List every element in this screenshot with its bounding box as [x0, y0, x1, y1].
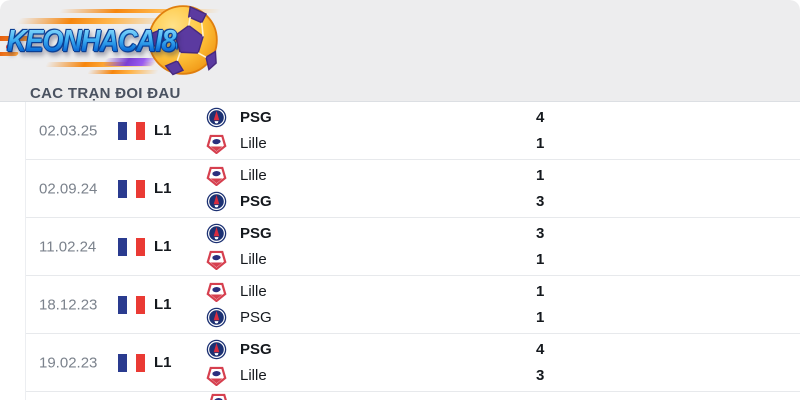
team-score: 4	[536, 108, 545, 126]
league-badge: L1	[118, 353, 172, 372]
team-name: PSG	[240, 108, 272, 126]
team-score: 1	[536, 135, 545, 153]
red-dot-icon	[6, 44, 12, 50]
psg-crest-icon	[206, 191, 227, 212]
match-date: 02.09.24	[39, 180, 98, 197]
lille-crest-icon	[206, 250, 227, 271]
league-badge: L1	[118, 121, 172, 140]
team-score: 1	[536, 251, 545, 269]
france-flag-icon	[118, 295, 145, 314]
teams-block: PSG 4 Lille 1	[206, 103, 746, 158]
teams-block: Lille 1 PSG 3	[206, 161, 746, 216]
team-line[interactable]: Lille 3	[206, 364, 746, 388]
table-row[interactable]: 11.02.24 L1 PSG 3 Lille 1	[26, 218, 800, 276]
lille-crest-icon	[206, 134, 227, 155]
teams-block: PSG 4 Lille 3	[206, 335, 746, 390]
team-line[interactable]: Lille 1	[206, 132, 746, 156]
table-row[interactable]: 02.03.25 L1 PSG 4 Lille 1	[26, 102, 800, 160]
team-name: Lille	[240, 282, 267, 300]
section-title: CAC TRẠN ĐOI ĐAU	[30, 85, 181, 103]
lille-crest-icon	[206, 366, 227, 387]
team-score: 4	[536, 340, 545, 358]
team-score: 1	[536, 309, 545, 327]
teams-block: Lille 1 PSG 1	[206, 277, 746, 332]
brand-name: KEONHACAI88	[7, 24, 191, 58]
team-name: PSG	[240, 309, 272, 327]
league-label: L1	[154, 296, 172, 313]
brand-logo[interactable]: KEONHACAI88	[0, 0, 260, 101]
teams-block: PSG 3 Lille 1	[206, 219, 746, 274]
lille-crest-icon	[206, 166, 227, 186]
table-row[interactable]: 18.12.23 L1 Lille 1 PSG 1	[26, 276, 800, 334]
lille-crest-icon	[210, 393, 227, 400]
team-line[interactable]: PSG 1	[206, 306, 746, 330]
psg-crest-icon	[206, 339, 227, 360]
table-row[interactable]: 19.02.23 L1 PSG 4 Lille 3	[26, 334, 800, 392]
team-score: 1	[536, 166, 545, 184]
team-name: PSG	[240, 193, 272, 211]
lille-crest-icon	[208, 392, 229, 400]
league-label: L1	[154, 180, 172, 197]
team-score: 3	[536, 193, 545, 211]
team-line[interactable]: PSG 4	[206, 105, 746, 129]
lille-crest-icon	[206, 282, 227, 302]
team-line[interactable]: PSG 4	[206, 337, 746, 361]
league-label: L1	[154, 354, 172, 371]
table-row-partial	[26, 392, 800, 400]
france-flag-icon	[118, 179, 145, 198]
table-row[interactable]: 02.09.24 L1 Lille 1 PSG 3	[26, 160, 800, 218]
match-date: 18.12.23	[39, 296, 98, 313]
h2h-table: 02.03.25 L1 PSG 4 Lille 1 02.09.24 L1 Lille 1 …	[25, 102, 800, 400]
france-flag-icon	[118, 353, 145, 372]
team-name: Lille	[240, 251, 267, 269]
team-line[interactable]: Lille 1	[206, 248, 746, 272]
france-flag-icon	[118, 237, 145, 256]
league-badge: L1	[118, 237, 172, 256]
league-label: L1	[154, 122, 172, 139]
psg-crest-icon	[206, 307, 227, 328]
match-date: 19.02.23	[39, 354, 98, 371]
soccer-ball-icon	[148, 5, 218, 76]
team-line[interactable]: PSG 3	[206, 190, 746, 214]
team-line[interactable]: Lille 1	[206, 163, 746, 187]
team-score: 3	[536, 224, 545, 242]
brand-header: KEONHACAI88 CAC TRẠN ĐOI ĐAU	[0, 0, 800, 102]
match-date: 02.03.25	[39, 122, 98, 139]
team-name: Lille	[240, 166, 267, 184]
team-name: Lille	[240, 367, 267, 385]
league-badge: L1	[118, 179, 172, 198]
league-label: L1	[154, 238, 172, 255]
team-line[interactable]: PSG 3	[206, 221, 746, 245]
psg-crest-icon	[206, 107, 227, 128]
psg-crest-icon	[206, 223, 227, 244]
league-badge: L1	[118, 295, 172, 314]
team-score: 3	[536, 367, 545, 385]
team-score: 1	[536, 282, 545, 300]
team-line[interactable]: Lille 1	[206, 279, 746, 303]
team-name: PSG	[240, 340, 272, 358]
team-name: Lille	[240, 135, 267, 153]
match-date: 11.02.24	[39, 238, 97, 255]
france-flag-icon	[118, 121, 145, 140]
team-name: PSG	[240, 224, 272, 242]
